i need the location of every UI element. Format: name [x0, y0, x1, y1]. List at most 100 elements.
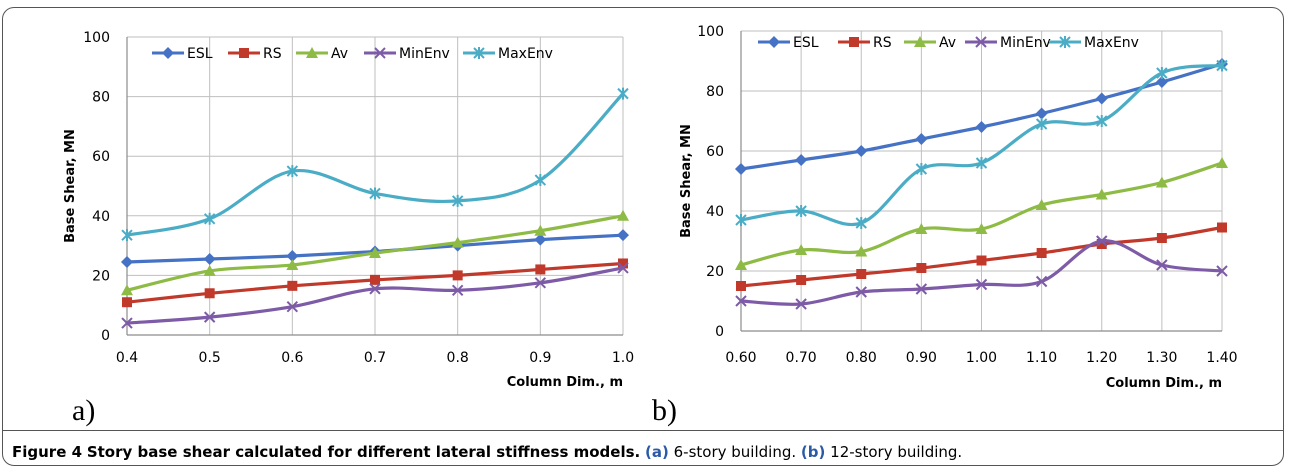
y-axis-title: Base Shear, MN [679, 124, 694, 238]
data-point-minenv [795, 298, 807, 310]
data-point-maxenv [855, 217, 867, 229]
x-tick-label: 0.8 [447, 350, 469, 366]
caption-title: Story base shear calculated for differen… [86, 443, 641, 461]
legend-marker-rs [849, 37, 859, 47]
data-point-maxenv [915, 163, 928, 175]
x-tick-label: 0.9 [529, 350, 551, 366]
legend-label-minenv: MinEnv [399, 46, 450, 62]
data-point-rs [287, 280, 298, 291]
data-point-maxenv [1216, 59, 1228, 72]
y-tick-label: 60 [92, 149, 110, 165]
data-point-maxenv [534, 174, 547, 187]
data-point-rs [736, 281, 746, 291]
data-point-minenv [975, 278, 988, 291]
caption-a-text: 6-story building. [673, 443, 797, 461]
data-point-rs [796, 275, 807, 285]
legend-marker-esl [768, 36, 780, 48]
data-point-av [1216, 157, 1228, 168]
legend-marker-minenv [374, 47, 386, 59]
data-point-rs [1096, 239, 1107, 249]
data-point-rs [122, 297, 132, 308]
x-tick-label: 1.30 [1146, 350, 1177, 366]
y-tick-label: 0 [101, 328, 110, 344]
data-point-rs [452, 270, 463, 281]
legend-marker-esl [162, 47, 174, 59]
data-point-minenv [855, 286, 867, 298]
data-point-rs [618, 258, 628, 269]
data-point-av [203, 264, 216, 276]
data-point-av [369, 247, 381, 259]
x-tick-label: 1.10 [1026, 350, 1057, 366]
y-tick-label: 100 [83, 30, 110, 46]
data-point-maxenv [1096, 115, 1108, 127]
data-point-minenv [121, 317, 133, 329]
x-tick-label: 1.0 [612, 350, 634, 366]
y-tick-label: 100 [697, 24, 724, 40]
data-point-rs [370, 274, 380, 285]
legend-label-maxenv: MaxEnv [1084, 35, 1139, 51]
panel-label-a: a) [72, 394, 96, 427]
data-point-minenv [915, 283, 928, 295]
data-point-av [1035, 199, 1048, 210]
data-point-rs [856, 269, 867, 279]
data-point-rs [1036, 248, 1047, 258]
data-point-rs [916, 263, 927, 273]
data-point-av [1095, 188, 1108, 200]
x-tick-label: 0.5 [199, 350, 221, 366]
x-axis-title: Column Dim., m [507, 375, 623, 390]
figure-frame [2, 7, 1284, 466]
legend-marker-maxenv [1059, 36, 1071, 48]
y-tick-label: 20 [706, 264, 724, 280]
data-point-minenv [1035, 275, 1048, 288]
x-tick-label: 0.6 [281, 350, 303, 366]
data-point-av [286, 258, 299, 270]
data-point-maxenv [795, 205, 807, 217]
legend-label-maxenv: MaxEnv [498, 46, 553, 62]
chart-panel-b: 0.60 0.70 0.80 0.90 1.00 1.10 1.20 1.30 1.40 0 20 4… [679, 24, 1238, 391]
data-point-av [855, 245, 868, 257]
data-point-maxenv [451, 194, 464, 207]
figure-caption: Figure 4 Story base shear calculated for… [12, 443, 962, 461]
x-tick-label: 0.90 [906, 350, 937, 366]
data-point-maxenv [975, 157, 988, 169]
legend-label-av: Av [939, 35, 956, 51]
legend-label-esl: ESL [793, 35, 819, 51]
data-point-av [795, 244, 808, 255]
data-point-minenv [286, 300, 299, 313]
data-point-av [534, 224, 547, 236]
caption-label: Figure 4 [12, 443, 83, 461]
data-point-maxenv [369, 187, 381, 200]
x-tick-label: 0.60 [725, 350, 756, 366]
y-tick-label: 20 [92, 268, 110, 284]
data-point-av [617, 209, 629, 221]
legend-marker-minenv [975, 36, 987, 48]
data-point-esl [735, 163, 747, 175]
data-point-esl [121, 255, 133, 268]
data-point-rs [1156, 233, 1167, 243]
y-tick-label: 40 [92, 209, 110, 225]
data-point-maxenv [286, 165, 299, 178]
data-point-minenv [1096, 235, 1108, 247]
legend-label-av: Av [331, 46, 348, 62]
x-axis-title: Column Dim., m [1106, 376, 1222, 391]
legend-marker-av [306, 47, 318, 58]
legend-marker-av [914, 36, 926, 47]
data-point-minenv [617, 262, 629, 274]
data-point-esl [1035, 107, 1048, 120]
data-point-av [121, 284, 133, 296]
data-point-maxenv [617, 87, 629, 100]
x-tick-label: 0.70 [786, 350, 817, 366]
data-point-maxenv [1156, 67, 1168, 79]
y-tick-label: 60 [706, 144, 724, 160]
data-point-rs [204, 288, 215, 299]
panel-label-b: b) [652, 394, 677, 427]
data-point-esl [617, 229, 629, 242]
x-tick-label: 1.40 [1206, 350, 1237, 366]
y-tick-label: 0 [715, 324, 724, 340]
data-point-maxenv [203, 212, 216, 225]
data-point-minenv [369, 283, 381, 295]
data-point-maxenv [735, 214, 747, 226]
legend-marker-maxenv [473, 47, 485, 59]
caption-a-tag: (a) [645, 443, 669, 461]
data-point-rs [1217, 222, 1227, 233]
